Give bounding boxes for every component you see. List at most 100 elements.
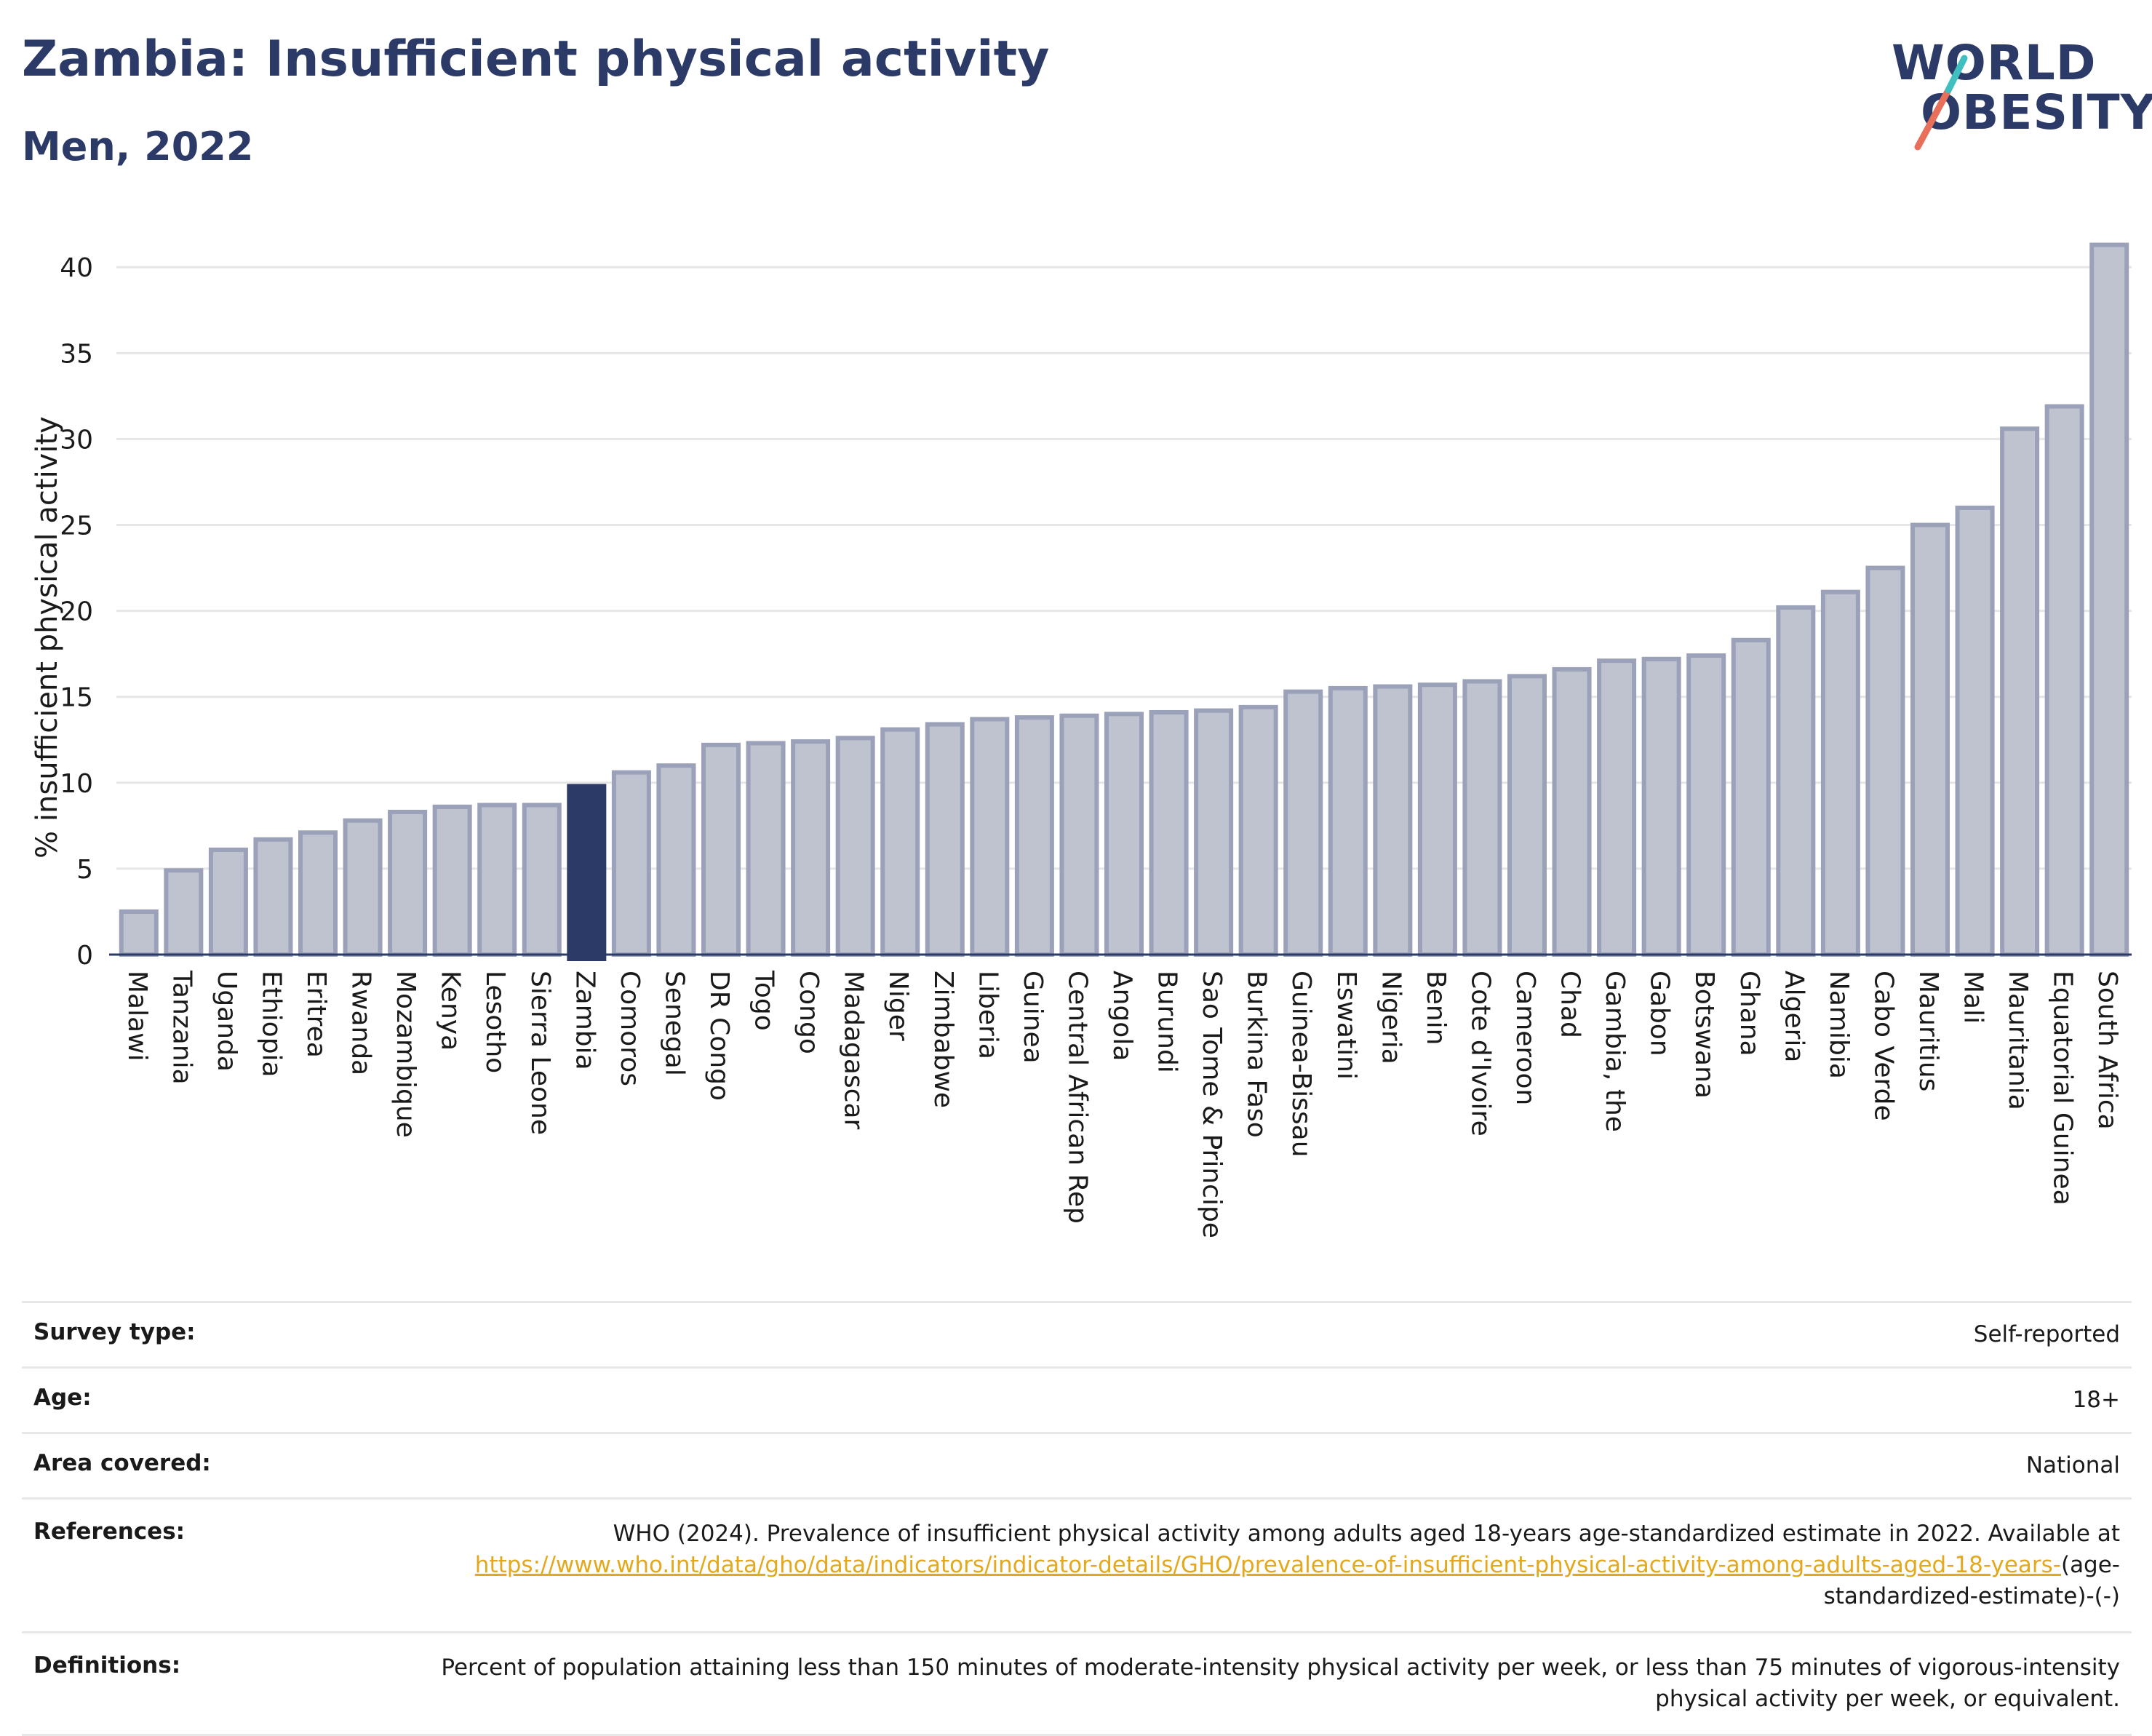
area-value: National (2025, 1452, 2120, 1478)
x-tick-label: Angola (1107, 971, 1137, 1061)
bar-gambia-the (1597, 658, 1637, 957)
bar-senegal (656, 763, 696, 957)
y-tick-label: 0 (76, 941, 93, 971)
info-row-references: References: WHO (2024). Prevalence of in… (22, 1497, 2132, 1631)
x-tick-label: Kenya (436, 971, 466, 1051)
definitions-value: Percent of population attaining less tha… (441, 1655, 2120, 1712)
x-tick-label: Chad (1555, 971, 1585, 1038)
x-tick-label: DR Congo (704, 971, 734, 1101)
bar-cameroon (1507, 674, 1547, 957)
y-tick-label: 15 (60, 683, 93, 713)
bar-eswatini (1328, 685, 1368, 957)
x-tick-label: Nigeria (1376, 971, 1406, 1064)
y-axis-title: % insufficient physical activity (31, 416, 64, 859)
x-tick-label: Liberia (973, 971, 1003, 1059)
bar-mauritius (1910, 522, 1950, 957)
x-tick-label: Madagascar (839, 971, 869, 1130)
x-tick-label: Togo (749, 970, 779, 1031)
logo-line-2: OBESITY (1921, 84, 2152, 140)
bar-chart: 0 5 10 15 20 25 30 35 40 Malawi Tanzania Uganda Eth… (31, 242, 2132, 1238)
x-tick-label: South Africa (2092, 971, 2122, 1130)
bar-zambia (567, 784, 607, 961)
x-tick-label: Guinea (1018, 971, 1048, 1064)
y-tick-label: 5 (76, 855, 93, 885)
bar-burkina-faso (1238, 704, 1278, 957)
x-tick-label: Burundi (1152, 971, 1182, 1073)
bar-benin (1417, 682, 1457, 957)
bar-togo (746, 741, 786, 957)
bar-sierra-leone (522, 803, 562, 957)
bar-cabo-verde (1865, 565, 1905, 957)
bar-mali (1955, 505, 1995, 957)
bar-botswana (1686, 653, 1726, 957)
references-text: WHO (2024). Prevalence of insufficient p… (613, 1521, 2120, 1547)
y-tick-label: 25 (60, 511, 93, 541)
bar-south-africa (2089, 242, 2129, 957)
bar-equatorial-guinea (2044, 404, 2084, 957)
bar-malawi (119, 909, 159, 957)
x-tick-label: Rwanda (346, 971, 376, 1075)
y-tick-label: 30 (60, 425, 93, 455)
x-tick-label: Eritrea (301, 971, 331, 1058)
bar-madagascar (835, 736, 875, 957)
x-tick-label: Botswana (1689, 971, 1719, 1099)
bar-lesotho (477, 803, 517, 957)
x-axis-labels: Malawi Tanzania Uganda Ethiopia Eritrea Rwand… (122, 970, 2122, 1238)
bar-liberia (970, 717, 1010, 957)
y-tick-label: 35 (60, 339, 93, 369)
age-label: Age: (33, 1385, 92, 1411)
x-tick-label: Sierra Leone (525, 971, 555, 1135)
references-value: WHO (2024). Prevalence of insufficient p… (374, 1518, 2120, 1612)
x-tick-label: Cameroon (1510, 971, 1540, 1105)
x-tick-label: Mozambique (391, 971, 421, 1138)
bar-zimbabwe (925, 722, 965, 957)
x-tick-label: Guinea-Bissau (1286, 971, 1316, 1158)
bar-rwanda (343, 818, 383, 957)
y-tick-label: 40 (60, 253, 93, 283)
logo-slash-icon (1914, 55, 1968, 151)
x-tick-label: Tanzania (167, 970, 196, 1085)
y-tick-label: 10 (60, 769, 93, 799)
bar-nigeria (1373, 684, 1413, 957)
x-tick-label: Mauritania (2003, 971, 2033, 1110)
bar-dr-congo (701, 742, 741, 957)
x-tick-label: Ethiopia (256, 971, 286, 1078)
x-tick-label: Mauritius (1913, 971, 1943, 1091)
x-tick-label: Ghana (1734, 971, 1764, 1056)
y-axis-ticks: 0 5 10 15 20 25 30 35 40 (60, 253, 93, 971)
bar-ghana (1731, 637, 1771, 957)
x-tick-label: Burkina Faso (1242, 971, 1272, 1138)
x-tick-label: Central African Rep (1062, 971, 1092, 1224)
references-label: References: (33, 1518, 186, 1545)
x-tick-label: Eswatini (1331, 971, 1361, 1080)
x-tick-label: Zambia (570, 971, 599, 1070)
bar-algeria (1776, 605, 1816, 957)
bar-mauritania (2000, 426, 2040, 957)
references-text-after: (age-standardized-estimate)-(-) (1823, 1552, 2120, 1609)
bar-angola (1104, 712, 1144, 957)
info-row-survey-type: Survey type: Self-reported (22, 1301, 2132, 1366)
area-label: Area covered: (33, 1450, 211, 1476)
info-table: Survey type: Self-reported Age: 18+ Area… (22, 1301, 2132, 1736)
x-tick-label: Gambia, the (1600, 971, 1630, 1132)
definitions-label: Definitions: (33, 1652, 181, 1679)
x-tick-label: Algeria (1779, 971, 1809, 1063)
references-link[interactable]: https://www.who.int/data/gho/data/indica… (474, 1552, 2061, 1578)
bar-ethiopia (253, 837, 293, 957)
info-row-age: Age: 18+ (22, 1366, 2132, 1432)
bar-congo (791, 739, 831, 957)
x-tick-label: Mali (1958, 971, 1988, 1024)
bar-tanzania (164, 868, 204, 957)
x-tick-label: Sao Tome & Principe (1197, 971, 1227, 1238)
x-tick-label: Congo (794, 971, 824, 1054)
page-title: Zambia: Insufficient physical activity (22, 31, 1050, 88)
x-tick-label: Zimbabwe (928, 971, 958, 1108)
bar-comoros (611, 770, 651, 957)
x-tick-label: Uganda (212, 971, 242, 1072)
x-tick-label: Comoros (615, 971, 645, 1086)
x-tick-label: Cabo Verde (1868, 971, 1898, 1121)
page-subtitle: Men, 2022 (22, 124, 254, 170)
bar-central-african-rep (1059, 713, 1099, 957)
bar-mozambique (388, 809, 428, 957)
x-tick-label: Gabon (1645, 971, 1675, 1056)
